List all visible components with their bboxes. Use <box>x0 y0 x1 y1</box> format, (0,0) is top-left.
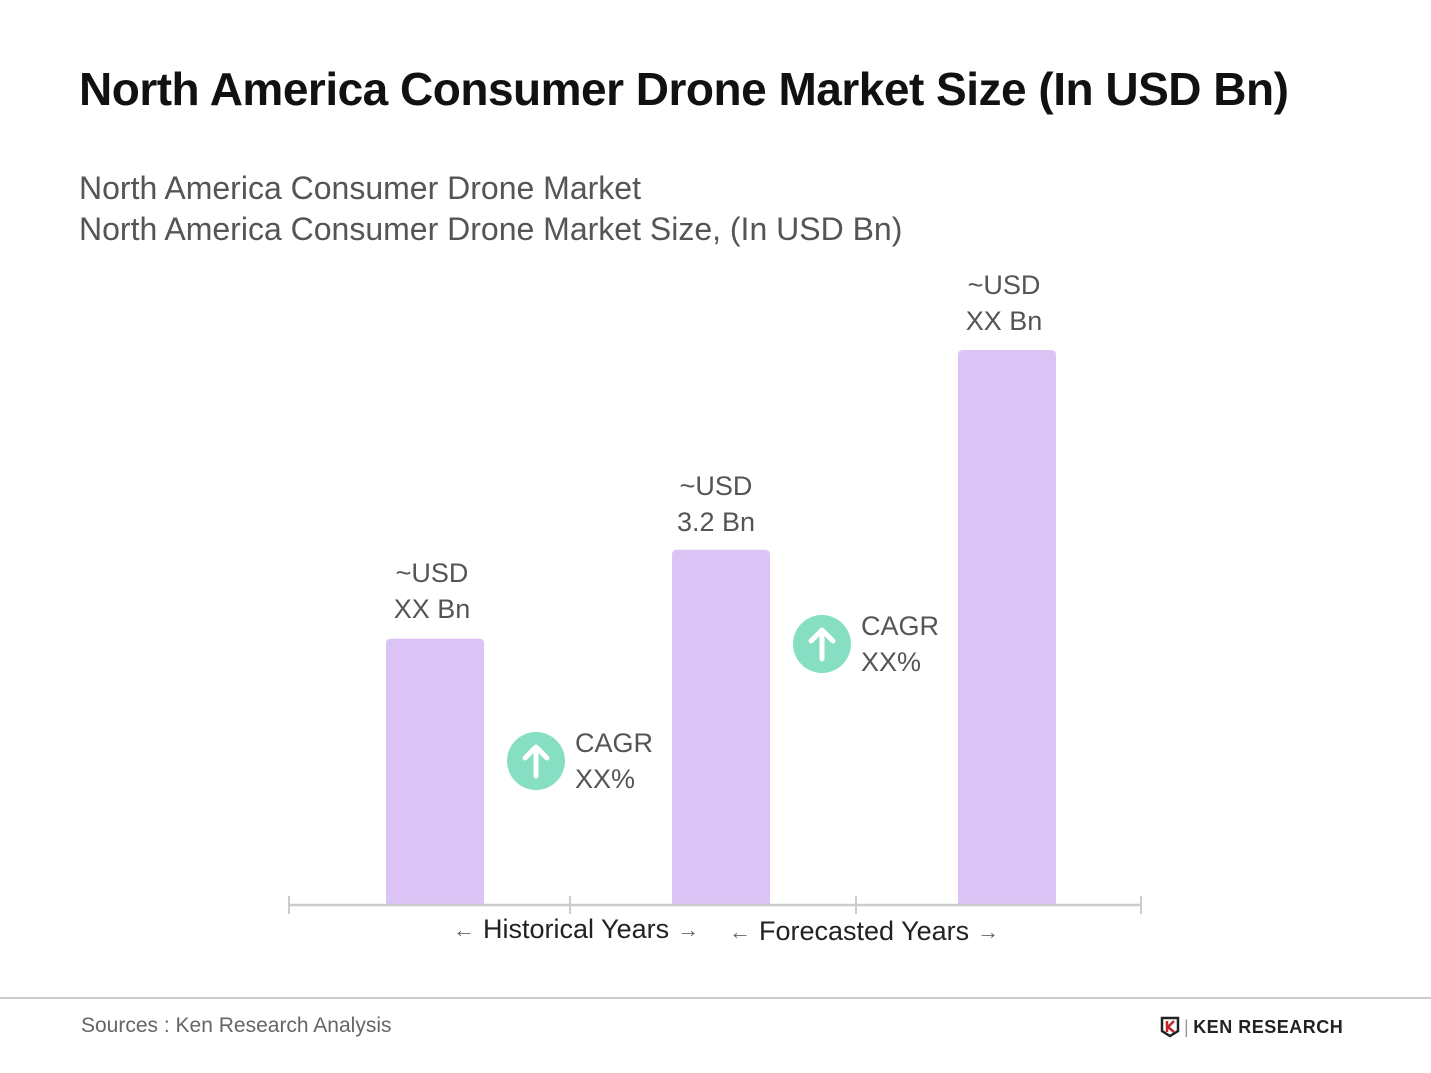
cagr-annotation: CAGR XX% <box>793 608 939 680</box>
footer-divider <box>0 997 1431 999</box>
period-label-historical: ← Historical Years → <box>453 914 700 944</box>
chart-title: North America Consumer Drone Market Size… <box>79 63 1289 115</box>
source-note: Sources : Ken Research Analysis <box>81 1014 392 1037</box>
ken-research-logo: | KEN RESEARCH <box>1160 1016 1343 1038</box>
arrow-up-circle-icon <box>793 615 851 673</box>
period-label-forecast: ← Forecasted Years → <box>729 916 1000 946</box>
chart-subtitle-units: North America Consumer Drone Market Size… <box>79 211 903 247</box>
arrow-left-icon: ← <box>729 918 751 944</box>
data-label: ~USD XX Bn <box>965 270 1043 336</box>
data-label: ~USD 3.2 Bn <box>676 471 756 537</box>
bar <box>386 638 484 905</box>
ken-research-logo-icon <box>1160 1016 1180 1038</box>
arrow-up-circle-icon <box>507 732 565 790</box>
cagr-annotation: CAGR XX% <box>507 725 653 797</box>
arrow-left-icon: ← <box>453 916 475 942</box>
arrow-right-icon: → <box>977 918 1000 944</box>
chart-subtitle: North America Consumer Drone Market <box>79 170 641 206</box>
bar <box>672 549 770 905</box>
data-label: ~USD XX Bn <box>393 558 471 624</box>
arrow-right-icon: → <box>677 916 700 942</box>
bar <box>958 350 1056 905</box>
